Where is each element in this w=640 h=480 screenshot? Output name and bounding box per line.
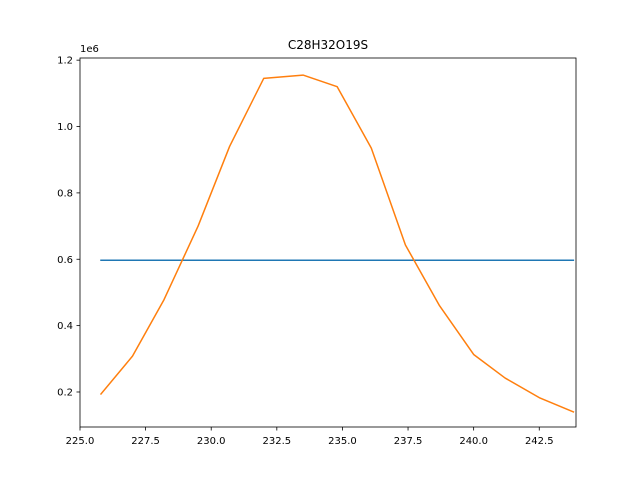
x-tick-label: 232.5 [263,436,292,447]
x-tick-label: 227.5 [131,436,160,447]
axes-layer: 225.0 227.5 230.0 232.5 235.0 237.5 240.0 242.5… [57,56,577,447]
series-line-2 [99,74,575,413]
x-tick-label: 235.0 [328,436,357,447]
chart-title: C28H32O19S [288,38,368,52]
y-tick-label: 1.0 [57,122,73,133]
plot-frame [79,57,577,428]
y-tick-label: 0.6 [57,255,73,266]
x-tick-label: 230.0 [197,436,226,447]
y-tick-label: 0.4 [57,321,73,332]
x-tick-label: 240.0 [459,436,488,447]
y-tick-label: 0.8 [57,188,73,199]
x-tick-label: 225.0 [66,436,95,447]
x-tick-label: 242.5 [525,436,554,447]
y-offset-label: 1e6 [80,44,99,55]
y-tick-label: 0.2 [57,387,73,398]
y-tick-label: 1.2 [57,56,73,67]
x-tick-label: 237.5 [394,436,423,447]
series-layer [99,74,575,413]
